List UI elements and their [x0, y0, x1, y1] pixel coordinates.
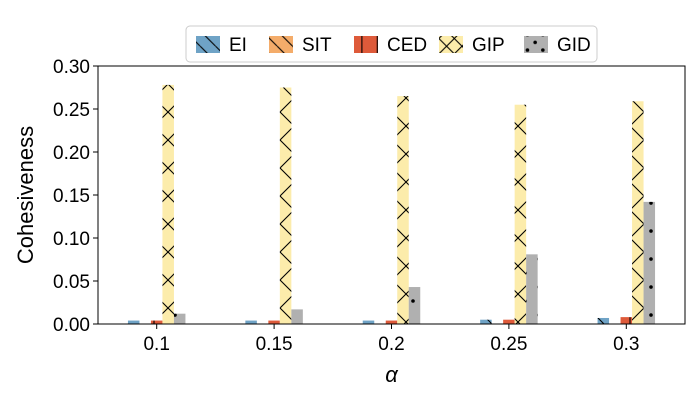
legend-swatch-sit [269, 36, 293, 53]
bar-gip-0-3 [632, 101, 644, 324]
bar-gid-0-3 [643, 201, 656, 324]
bar-ced-0-1 [150, 320, 163, 324]
bar-ced-0-25 [503, 319, 515, 324]
legend-label-ced: CED [387, 35, 427, 56]
bars-layer [127, 84, 656, 324]
legend-label-sit: SIT [302, 35, 332, 56]
bar-ced-0-3 [620, 317, 633, 324]
bar-ei-0-25 [480, 319, 492, 324]
bar-gid-0-2 [408, 287, 421, 324]
x-tick-label: 0.1 [143, 334, 169, 355]
bar-ced-0-15 [268, 320, 280, 324]
bar-gip-0-2 [397, 96, 409, 324]
bar-gip-0-1 [162, 84, 174, 324]
legend: EI SIT CED GIP GID [185, 25, 598, 63]
bar-ei-0-3 [597, 317, 610, 324]
bar-gid-0-15 [291, 309, 303, 324]
legend-swatch-gid [524, 36, 548, 53]
legend-label-ei: EI [229, 35, 247, 56]
legend-swatch-ei [196, 36, 220, 53]
bar-ced-0-2 [385, 320, 398, 324]
axes-layer: 0.00 0.05 0.10 0.15 0.20 0.25 0.30 0.1 0.15 0.2 0.… [53, 57, 686, 355]
bar-gip-0-15 [279, 87, 292, 324]
bar-gip-0-25 [514, 104, 527, 324]
x-tick-label: 0.2 [378, 334, 404, 355]
bar-ei-0-15 [245, 320, 257, 324]
plot-frame [97, 65, 686, 325]
bar-ei-0-1 [127, 320, 140, 324]
y-tick-label: 0.10 [53, 229, 90, 250]
legend-label-gid: GID [557, 35, 591, 56]
x-tick-label: 0.3 [613, 334, 639, 355]
y-tick-label: 0.15 [53, 186, 90, 207]
x-axis-label: α [385, 362, 399, 387]
legend-label-gip: GIP [472, 35, 505, 56]
y-tick-label: 0.30 [53, 57, 90, 78]
legend-swatch-ced [354, 36, 378, 53]
y-tick-label: 0.25 [53, 100, 90, 121]
bar-gid-0-25 [526, 254, 538, 324]
y-tick-label: 0.00 [53, 315, 90, 336]
bar-ei-0-2 [362, 320, 375, 324]
y-tick-label: 0.05 [53, 272, 90, 293]
y-tick-label: 0.20 [53, 143, 90, 164]
legend-swatch-gip [439, 36, 463, 53]
bar-gid-0-1 [173, 313, 186, 324]
x-tick-label: 0.25 [490, 334, 527, 355]
x-tick-label: 0.15 [256, 334, 293, 355]
y-axis-label: Cohesiveness [13, 126, 38, 264]
